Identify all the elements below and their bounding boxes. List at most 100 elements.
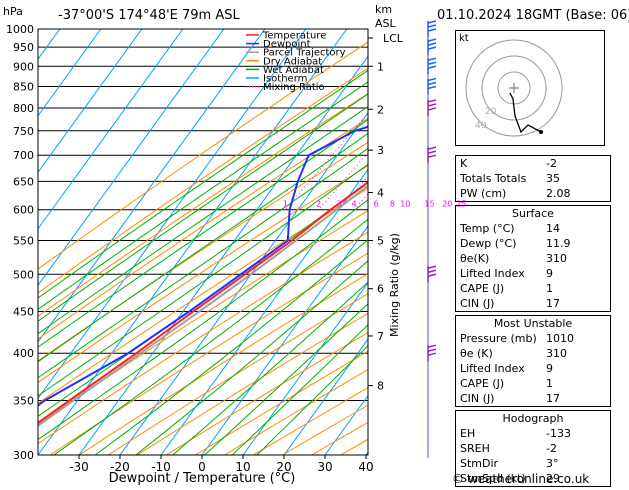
row-value: 9 bbox=[546, 266, 606, 281]
km-tick-label: 7 bbox=[377, 330, 384, 343]
surface-row: θe(K) 310 bbox=[456, 251, 610, 266]
temp-tick-label: 40 bbox=[358, 460, 373, 474]
mixing-ratio-label: 10 bbox=[400, 200, 410, 209]
row-label: CAPE (J) bbox=[460, 376, 504, 391]
km-tick-label: 4 bbox=[377, 186, 384, 199]
row-value: 310 bbox=[546, 346, 606, 361]
hodograph-row: StmDir 3° bbox=[456, 456, 610, 471]
pressure-tick-label: 700 bbox=[13, 149, 34, 162]
lcl-label: LCL bbox=[383, 32, 404, 45]
pressure-tick-label: 500 bbox=[13, 268, 34, 281]
most-unstable-row: CAPE (J) 1 bbox=[456, 376, 610, 391]
row-value: 1 bbox=[546, 281, 606, 296]
km-tick-label: 8 bbox=[377, 380, 384, 393]
row-label: PW (cm) bbox=[460, 186, 506, 201]
indices-row: K-2 bbox=[456, 156, 610, 171]
row-label: EH bbox=[460, 426, 475, 441]
mixing-ratio-label: 6 bbox=[374, 200, 379, 209]
km-tick-label: 2 bbox=[377, 103, 384, 116]
legend-entry: Mixing Ratio bbox=[263, 82, 325, 93]
km-tick-label: 3 bbox=[377, 144, 384, 157]
row-label: Pressure (mb) bbox=[460, 331, 537, 346]
datetime-title: 01.10.2024 18GMT (Base: 06) bbox=[437, 8, 629, 23]
row-value: 35 bbox=[546, 171, 606, 186]
credit-text: © weatheronline.co.uk bbox=[452, 472, 589, 486]
pressure-tick-label: 750 bbox=[13, 125, 34, 138]
row-value: 14 bbox=[546, 221, 606, 236]
km-unit: km bbox=[375, 3, 392, 16]
pressure-tick-label: 350 bbox=[13, 394, 34, 407]
most-unstable-row: θe (K) 310 bbox=[456, 346, 610, 361]
wind-barb bbox=[428, 266, 436, 282]
pressure-tick-label: 950 bbox=[13, 41, 34, 54]
row-value: 1010 bbox=[546, 331, 606, 346]
wind-barb bbox=[428, 79, 436, 95]
most-unstable-title: Most Unstable bbox=[456, 316, 610, 331]
mixing-ratio-axis-label: Mixing Ratio (g/kg) bbox=[388, 233, 401, 337]
pressure-tick-label: 900 bbox=[13, 60, 34, 73]
row-label: CIN (J) bbox=[460, 391, 494, 406]
row-value: 11.9 bbox=[546, 236, 606, 251]
mixing-ratio-label: 1 bbox=[283, 200, 288, 209]
pressure-tick-label: 600 bbox=[13, 204, 34, 217]
isotherm bbox=[79, 29, 388, 455]
surface-row: Dewp (°C) 11.9 bbox=[456, 236, 610, 251]
row-value: 310 bbox=[546, 251, 606, 266]
pressure-tick-label: 650 bbox=[13, 175, 34, 188]
row-value: 17 bbox=[546, 391, 606, 406]
row-label: Lifted Index bbox=[460, 361, 525, 376]
asl-unit: ASL bbox=[375, 17, 396, 30]
row-label: Dewp (°C) bbox=[460, 236, 516, 251]
location-title: -37°00'S 174°48'E 79m ASL bbox=[58, 8, 240, 23]
temp-tick-label: -30 bbox=[69, 460, 89, 474]
pressure-tick-label: 1000 bbox=[6, 23, 34, 36]
mixing-ratio-label: 4 bbox=[352, 200, 357, 209]
wind-barb bbox=[428, 345, 436, 361]
isotherm bbox=[0, 29, 265, 455]
wind-barb bbox=[428, 39, 436, 55]
most-unstable-row: Lifted Index 9 bbox=[456, 361, 610, 376]
surface-row: CIN (J) 17 bbox=[456, 296, 610, 311]
hodograph-ring-label: 40 bbox=[475, 121, 487, 131]
surface-row: Temp (°C)14 bbox=[456, 221, 610, 236]
row-label: CAPE (J) bbox=[460, 281, 504, 296]
mixing-ratio-label: 20 bbox=[442, 200, 452, 209]
mixing-ratio-label: 8 bbox=[390, 200, 395, 209]
row-value: 2.08 bbox=[546, 186, 606, 201]
km-tick-label: 5 bbox=[377, 235, 384, 248]
row-value: 17 bbox=[546, 296, 606, 311]
row-value: 3° bbox=[546, 456, 606, 471]
pressure-tick-label: 550 bbox=[13, 235, 34, 248]
row-value: -2 bbox=[546, 156, 606, 171]
row-value: 1 bbox=[546, 376, 606, 391]
pressure-tick-label: 850 bbox=[13, 81, 34, 94]
hodograph-row: EH-133 bbox=[456, 426, 610, 441]
km-tick-label: 1 bbox=[377, 60, 384, 73]
most-unstable-row: CIN (J) 17 bbox=[456, 391, 610, 406]
row-label: θe (K) bbox=[460, 346, 493, 361]
mixing-ratio-label: 15 bbox=[424, 200, 434, 209]
row-label: StmDir bbox=[460, 456, 498, 471]
hodograph-point bbox=[539, 130, 543, 134]
row-value: -2 bbox=[546, 441, 606, 456]
wind-barb bbox=[428, 147, 436, 163]
row-label: CIN (J) bbox=[460, 296, 494, 311]
wind-barb bbox=[428, 21, 436, 37]
mixing-ratio-label: 3 bbox=[336, 200, 341, 209]
surface-row: CAPE (J) 1 bbox=[456, 281, 610, 296]
pressure-tick-label: 400 bbox=[13, 347, 34, 360]
row-label: θe(K) bbox=[460, 251, 489, 266]
wind-barb bbox=[428, 100, 436, 116]
pressure-tick-label: 800 bbox=[13, 102, 34, 115]
temp-tick-label: 30 bbox=[317, 460, 332, 474]
most-unstable-row: Pressure (mb) 1010 bbox=[456, 331, 610, 346]
row-value: 9 bbox=[546, 361, 606, 376]
hodograph-title: Hodograph bbox=[456, 411, 610, 426]
indices-row: PW (cm) 2.08 bbox=[456, 186, 610, 201]
